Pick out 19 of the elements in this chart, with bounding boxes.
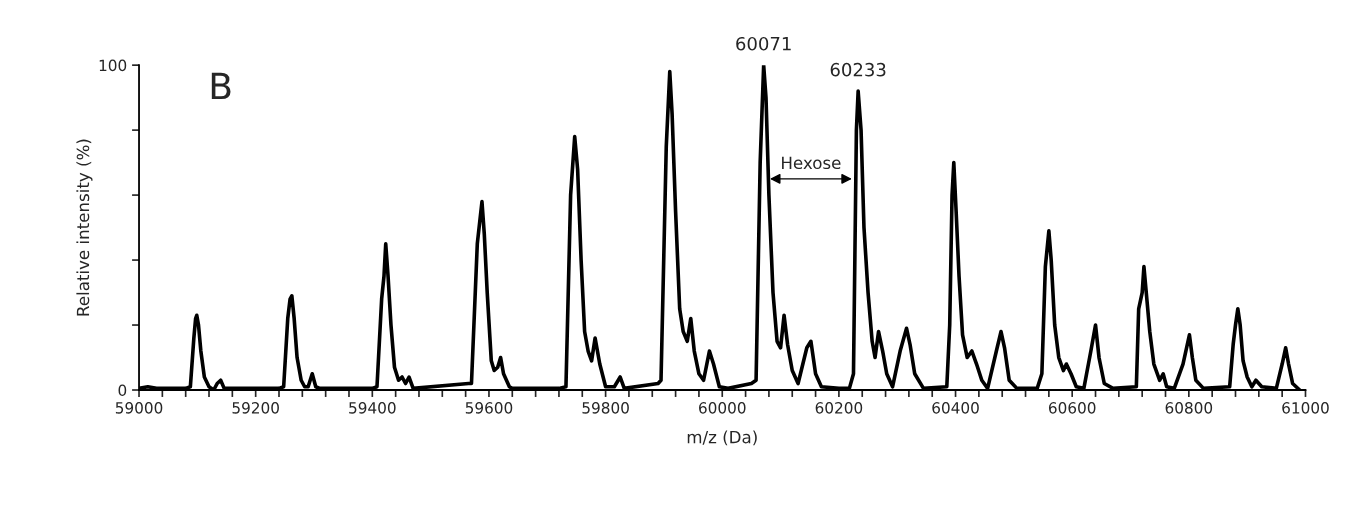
- annotation: 60233: [830, 62, 886, 77]
- x-tick-label: 61000: [1282, 402, 1329, 414]
- y-tick-label: 100: [99, 59, 127, 72]
- x-axis-title: m/z (Da): [687, 430, 757, 446]
- y-tick-label: 0: [118, 384, 127, 397]
- x-tick-label: 59600: [465, 402, 513, 414]
- x-tick-label: 60200: [815, 402, 863, 414]
- x-tick-label: 60800: [1165, 402, 1213, 414]
- x-tick-label: 60000: [699, 402, 746, 414]
- x-tick-label: 59400: [349, 402, 396, 414]
- x-tick-label: 59200: [232, 402, 279, 414]
- x-tick-label: 60600: [1048, 402, 1096, 414]
- annotation: B: [211, 72, 231, 100]
- x-tick-label: 59800: [582, 402, 629, 414]
- x-tick-label: 59000: [115, 402, 163, 414]
- annotation: Hexose: [782, 156, 841, 170]
- x-tick-label: 60400: [932, 402, 979, 414]
- annotation: 60071: [736, 36, 791, 51]
- y-axis-title: Relative intensity (%): [76, 139, 93, 316]
